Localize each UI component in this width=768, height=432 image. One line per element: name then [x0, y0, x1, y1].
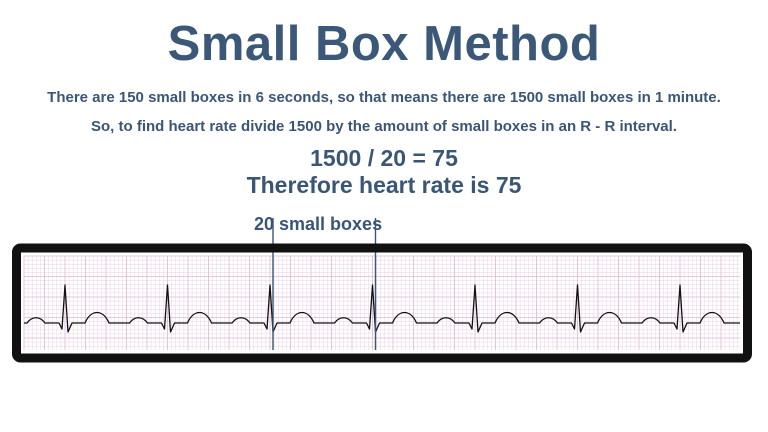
ecg-grid-minor	[24, 256, 740, 350]
calculation-conclusion: Therefore heart rate is 75	[246, 172, 522, 198]
ecg-strip-svg	[12, 218, 752, 363]
ecg-trace	[24, 284, 740, 333]
explanation-line-1: There are 150 small boxes in 6 seconds, …	[47, 89, 721, 106]
rr-interval-label: 20 small boxes	[254, 214, 383, 234]
slide-title: Small Box Method	[167, 17, 601, 71]
ecg-strip-frame	[12, 243, 752, 363]
ecg-grid-major	[23, 255, 740, 350]
ecg-strip	[12, 218, 752, 363]
calculation-equation: 1500 / 20 = 75	[310, 145, 458, 171]
explanation-line-2: So, to find heart rate divide 1500 by th…	[91, 118, 677, 135]
